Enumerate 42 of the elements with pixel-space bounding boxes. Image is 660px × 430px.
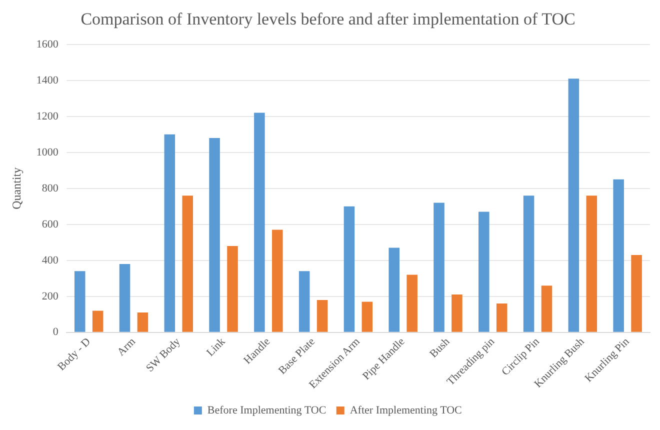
x-tick-label: Link	[204, 335, 228, 359]
x-tick-label: Arm	[115, 335, 138, 358]
x-tick-label: Base Plate	[276, 336, 318, 377]
bar	[496, 304, 508, 332]
bar	[92, 310, 104, 332]
bar	[406, 274, 418, 332]
legend-label: Before Implementing TOC	[207, 404, 326, 416]
bar	[568, 78, 580, 332]
bar	[182, 196, 193, 332]
bar	[362, 302, 373, 332]
y-tick-label: 200	[42, 290, 59, 302]
y-tick-label: 1400	[36, 74, 59, 86]
chart-title: Comparison of Inventory levels before and after implementation of TOC	[80, 10, 576, 29]
bar	[316, 300, 328, 332]
bar	[344, 206, 355, 332]
y-tick-label: 0	[52, 326, 59, 338]
y-tick-label: 600	[42, 218, 59, 230]
bar	[541, 286, 552, 332]
bar	[119, 264, 130, 332]
y-tick-label: 800	[42, 182, 59, 194]
bar	[227, 246, 238, 332]
bar	[613, 179, 624, 332]
bar	[272, 230, 283, 332]
y-tick-label: 400	[42, 254, 59, 266]
bar	[137, 312, 148, 332]
bar	[388, 248, 400, 332]
bar	[298, 271, 310, 332]
y-tick-label: 1000	[36, 146, 59, 158]
bar	[586, 196, 598, 332]
y-tick-label: 1600	[36, 38, 59, 50]
bar	[434, 202, 444, 332]
y-axis-title: Quantity	[9, 167, 24, 210]
bar	[254, 112, 265, 332]
bar	[209, 138, 220, 332]
bar	[631, 254, 642, 332]
bar	[164, 134, 176, 332]
y-tick-label: 1200	[36, 110, 59, 122]
legend-label: After Implementing TOC	[350, 404, 462, 416]
bar	[74, 271, 86, 332]
bar	[452, 294, 462, 332]
bar	[478, 212, 490, 332]
bar	[523, 196, 534, 332]
